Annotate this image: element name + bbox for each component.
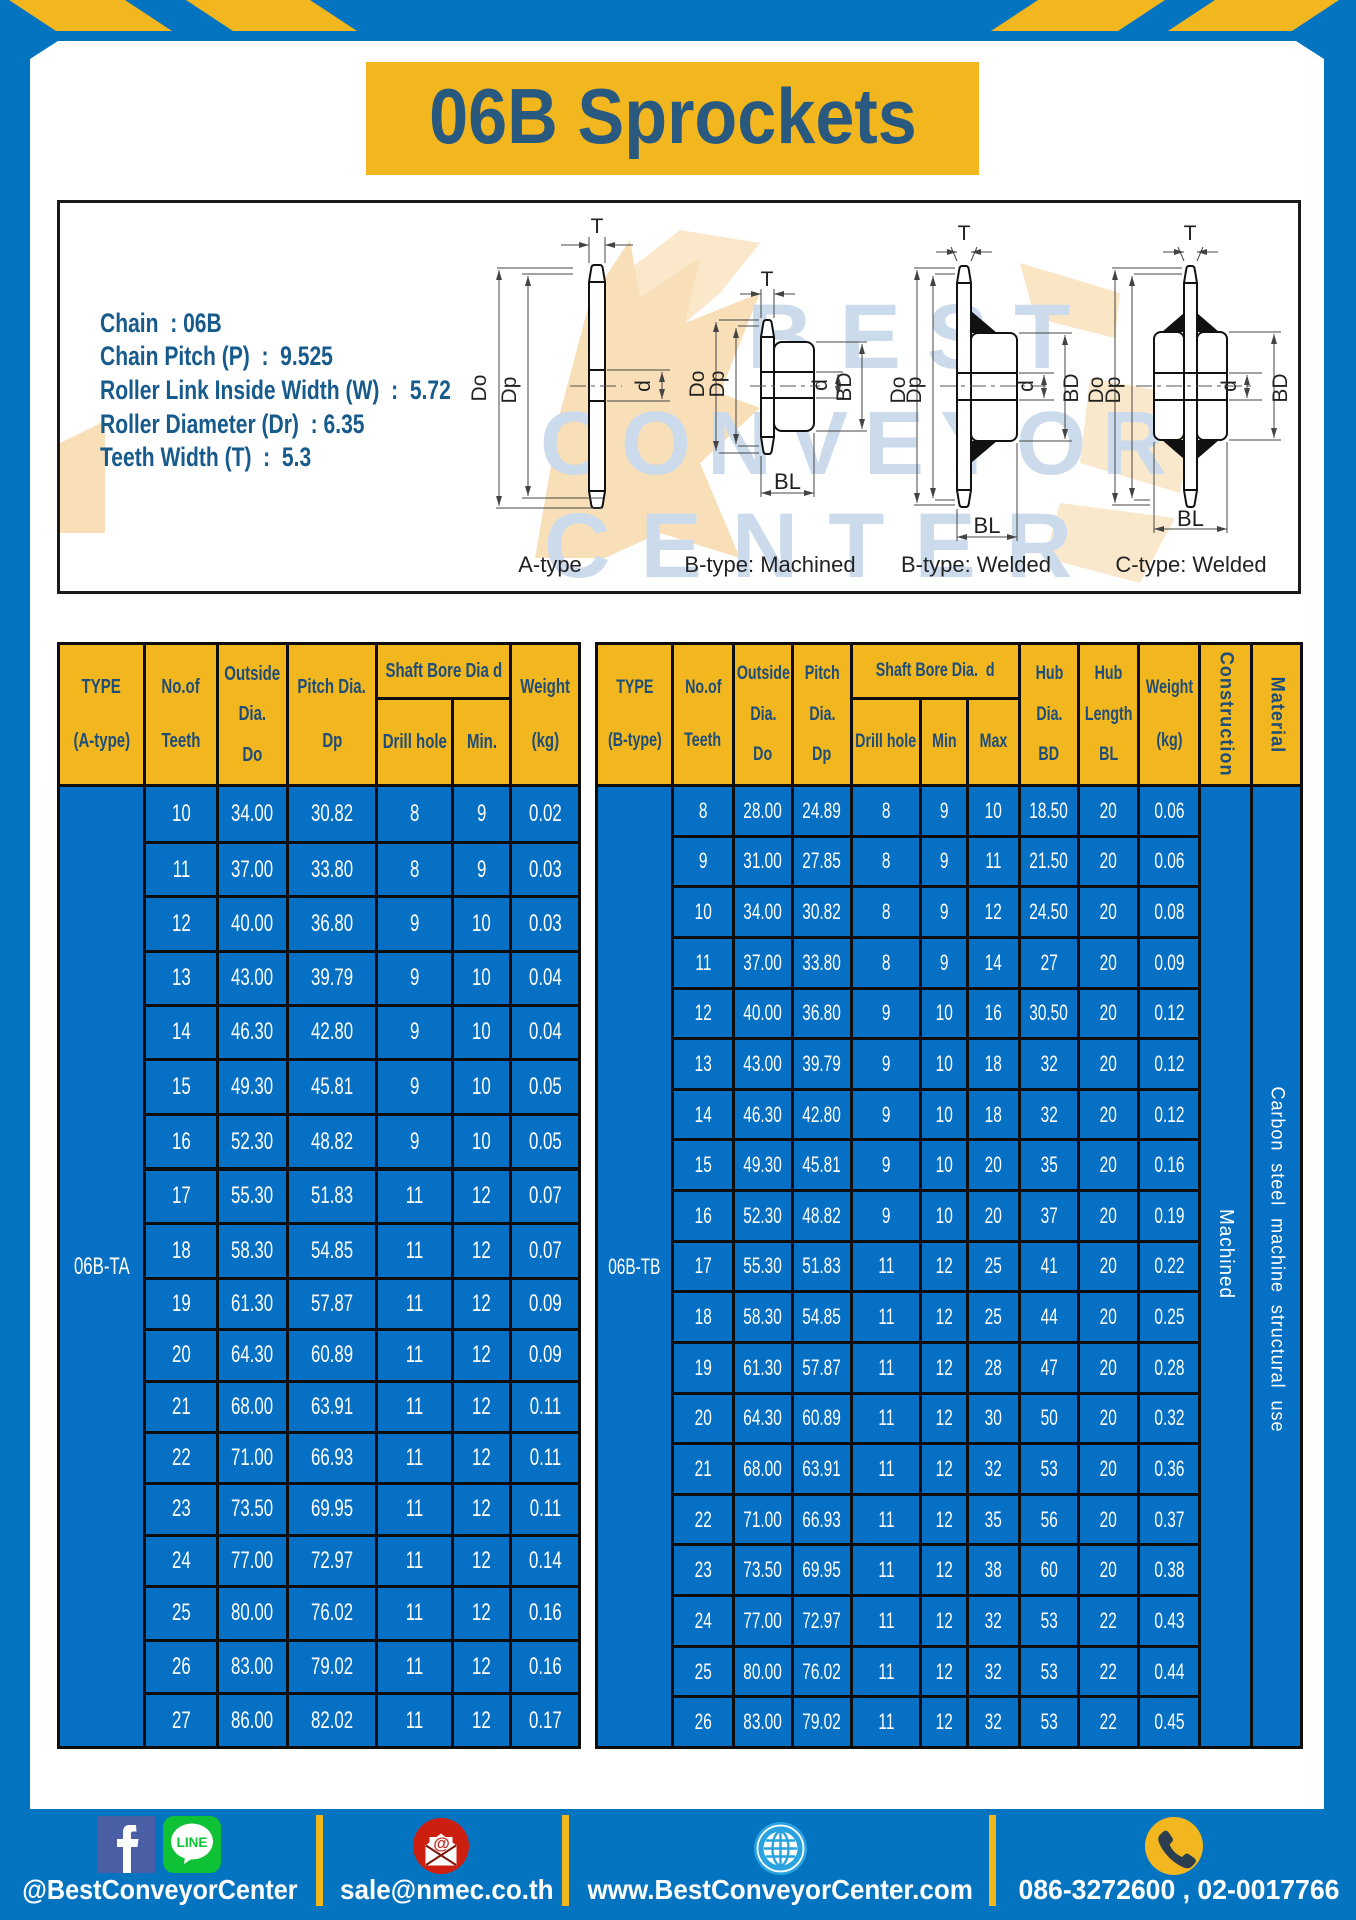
svg-text:T: T xyxy=(958,222,971,245)
svg-text:Do: Do xyxy=(1085,377,1108,404)
svg-text:T: T xyxy=(1184,222,1197,245)
svg-text:d: d xyxy=(632,380,655,392)
svg-text:C-type: Welded: C-type: Welded xyxy=(1115,552,1266,577)
svg-text:d: d xyxy=(1218,380,1241,392)
svg-text:Dp: Dp xyxy=(498,377,521,404)
svg-text:BL: BL xyxy=(1177,506,1204,531)
svg-text:B-type: Machined: B-type: Machined xyxy=(684,552,855,577)
svg-text:LINE: LINE xyxy=(177,1835,208,1850)
svg-text:BL: BL xyxy=(974,513,1001,538)
svg-text:BD: BD xyxy=(833,372,856,401)
svg-text:d: d xyxy=(809,379,832,391)
svg-text:Do: Do xyxy=(468,375,491,402)
svg-text:Do: Do xyxy=(887,377,910,404)
svg-text:BD: BD xyxy=(1060,373,1083,402)
svg-text:d: d xyxy=(1015,380,1038,392)
svg-text:B-type: Welded: B-type: Welded xyxy=(901,552,1051,577)
svg-text:Dp: Dp xyxy=(903,377,926,404)
svg-text:A-type: A-type xyxy=(518,552,582,577)
svg-text:Dp: Dp xyxy=(1102,377,1125,404)
svg-text:BD: BD xyxy=(1269,373,1292,402)
svg-text:BL: BL xyxy=(774,469,801,494)
svg-text:@: @ xyxy=(433,1834,450,1853)
svg-text:T: T xyxy=(761,268,774,291)
svg-text:Dp: Dp xyxy=(706,371,729,398)
svg-text:Do: Do xyxy=(686,371,709,398)
svg-text:T: T xyxy=(591,215,604,238)
